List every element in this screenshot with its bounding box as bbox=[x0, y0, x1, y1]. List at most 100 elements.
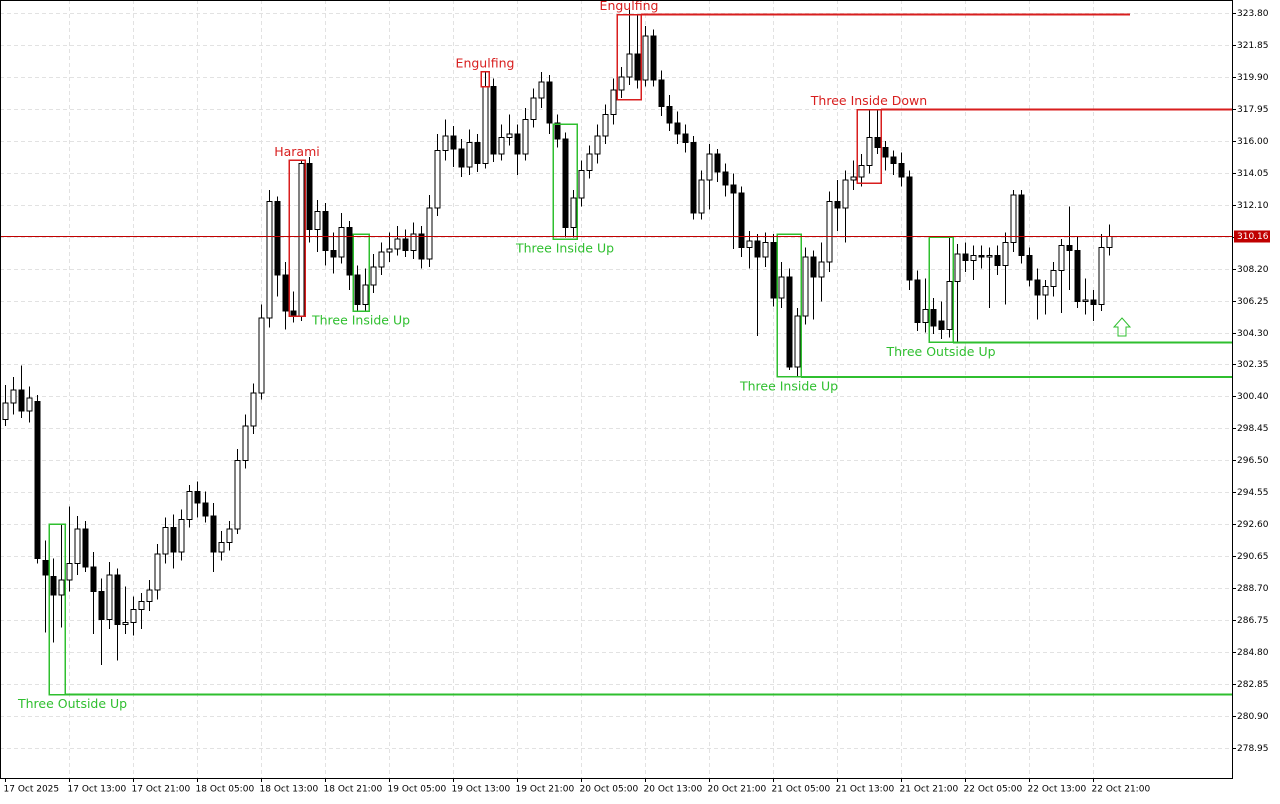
x-tick-label: 21 Oct 05:00 bbox=[772, 785, 831, 795]
candle-body bbox=[1106, 235, 1113, 248]
candle-body bbox=[986, 255, 993, 258]
candle-body bbox=[610, 89, 617, 116]
candle-body bbox=[954, 253, 961, 283]
y-tick-label: 316.00 bbox=[1237, 137, 1269, 147]
candle-body bbox=[1082, 299, 1089, 302]
candle-body bbox=[258, 317, 265, 394]
candle-body bbox=[626, 53, 633, 78]
pattern-box bbox=[552, 123, 578, 240]
pattern-box bbox=[616, 13, 642, 101]
candle-body bbox=[114, 574, 121, 625]
candle-body bbox=[666, 105, 673, 124]
candle-body bbox=[314, 210, 321, 230]
candle-body bbox=[722, 171, 729, 186]
candle-body bbox=[738, 192, 745, 248]
candle-body bbox=[106, 574, 113, 620]
candle-body bbox=[66, 563, 73, 581]
candle-body bbox=[58, 579, 65, 596]
candle-body bbox=[1050, 269, 1057, 288]
candle-body bbox=[1042, 286, 1049, 296]
y-tick-label: 319.90 bbox=[1237, 73, 1269, 83]
candle-body bbox=[994, 255, 1001, 266]
x-tick-label: 17 Oct 2025 bbox=[4, 785, 60, 795]
plot-frame bbox=[0, 0, 1233, 779]
candle-body bbox=[778, 276, 785, 299]
pattern-label: Three Inside Up bbox=[515, 241, 614, 256]
candle-body bbox=[794, 315, 801, 368]
candle-body bbox=[898, 163, 905, 178]
candle-body bbox=[754, 240, 761, 258]
candle-body bbox=[762, 241, 769, 258]
candle-body bbox=[914, 279, 921, 324]
y-tick-label: 286.75 bbox=[1237, 616, 1269, 626]
candle-body bbox=[474, 141, 481, 165]
plot: Three Outside Up Harami Three Inside Up Eng… bbox=[0, 0, 1232, 711]
candle-body bbox=[330, 250, 337, 258]
x-tick-label: 21 Oct 13:00 bbox=[836, 785, 895, 795]
candle-body bbox=[690, 141, 697, 214]
candle-body bbox=[298, 163, 305, 317]
candle-body bbox=[74, 528, 81, 565]
candle-body bbox=[1026, 255, 1033, 281]
y-tick-label: 306.25 bbox=[1237, 297, 1269, 307]
pattern-label: Engulfing bbox=[600, 0, 659, 13]
candle-body bbox=[162, 527, 169, 555]
candle-body bbox=[186, 491, 193, 520]
candle-body bbox=[18, 389, 25, 412]
signal-arrow bbox=[1112, 317, 1132, 337]
y-tick-label: 323.80 bbox=[1237, 9, 1269, 19]
candle-body bbox=[130, 609, 137, 624]
pattern-label: Three Inside Down bbox=[810, 93, 927, 108]
candle-body bbox=[498, 137, 505, 155]
candle-body bbox=[418, 233, 425, 260]
candle-body bbox=[450, 135, 457, 150]
candle-body bbox=[138, 600, 145, 611]
pattern-label: Three Inside Up bbox=[739, 378, 838, 393]
x-tick-label: 20 Oct 05:00 bbox=[580, 785, 639, 795]
candle-body bbox=[322, 210, 329, 252]
candle-body bbox=[10, 389, 17, 404]
candle-body bbox=[514, 133, 521, 155]
axes: 323.80 321.85 319.90 317.95 316.00 314.05 312.… bbox=[4, 9, 1270, 795]
candle-body bbox=[434, 150, 441, 209]
candle-body bbox=[674, 122, 681, 135]
x-tick-label: 22 Oct 13:00 bbox=[1028, 785, 1087, 795]
candle-body bbox=[1002, 241, 1009, 266]
x-tick-label: 20 Oct 21:00 bbox=[708, 785, 767, 795]
candle-body bbox=[874, 137, 881, 148]
candle-body bbox=[570, 197, 577, 229]
candle-body bbox=[906, 176, 913, 281]
candle-body bbox=[554, 122, 561, 140]
y-tick-label: 282.85 bbox=[1237, 680, 1269, 690]
candle-body bbox=[642, 35, 649, 81]
candle-body bbox=[1010, 194, 1017, 243]
candle-body bbox=[866, 137, 873, 166]
candle-body bbox=[746, 240, 753, 248]
candle-body bbox=[266, 200, 273, 319]
candle-body bbox=[202, 502, 209, 517]
candle-body bbox=[578, 169, 585, 199]
x-tick-label: 17 Oct 21:00 bbox=[132, 785, 191, 795]
candle-body bbox=[562, 138, 569, 229]
candle-body bbox=[218, 541, 225, 553]
candle-body bbox=[426, 207, 433, 260]
x-tick-label: 19 Oct 13:00 bbox=[452, 785, 511, 795]
y-tick-label: 298.45 bbox=[1237, 424, 1269, 434]
candle-body bbox=[282, 274, 289, 312]
candle-body bbox=[970, 255, 977, 261]
candle-body bbox=[770, 241, 777, 299]
y-tick-label: 304.30 bbox=[1237, 329, 1269, 339]
candle-body bbox=[338, 227, 345, 258]
candle-body bbox=[354, 274, 361, 306]
candle-body bbox=[50, 576, 57, 596]
candle-body bbox=[1074, 250, 1081, 302]
candle-body bbox=[810, 256, 817, 278]
candle-body bbox=[730, 184, 737, 194]
candle-body bbox=[946, 281, 953, 330]
pattern-box bbox=[352, 233, 370, 312]
candle-body bbox=[930, 309, 937, 327]
candle-body bbox=[682, 133, 689, 143]
candle-body bbox=[482, 86, 489, 165]
